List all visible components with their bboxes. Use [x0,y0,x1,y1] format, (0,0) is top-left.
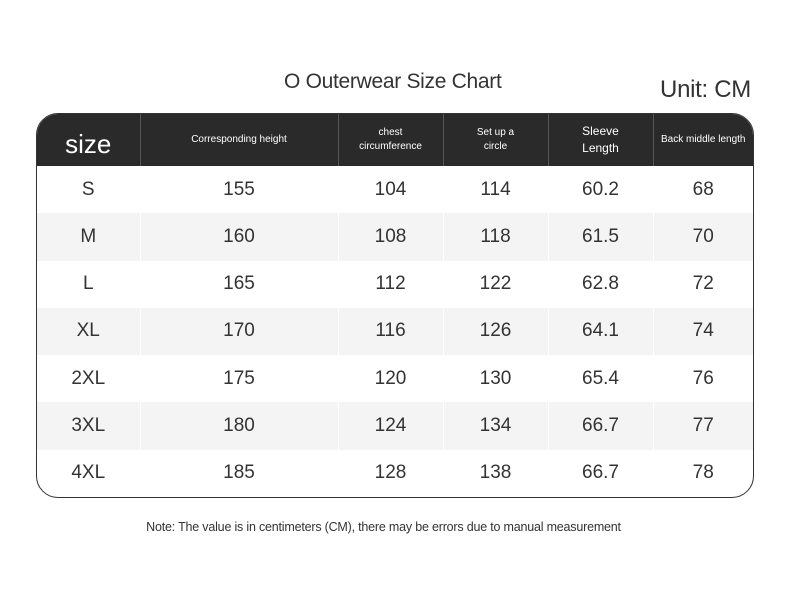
header-chest-line1: chest [378,127,403,138]
header-sleeve-line2: Length [582,141,619,155]
cell-height: 185 [139,449,338,497]
cell-size: XL [37,307,140,356]
cell-sleeve: 65.4 [547,355,653,403]
cell-size: L [82,273,94,295]
cell-height: 165 [139,260,338,308]
table-row: XL 170 116 126 64.1 74 [37,307,753,356]
cell-chest: 120 [337,355,443,403]
cell-chest: 124 [337,402,443,450]
cell-back: 77 [652,402,753,450]
header-setup-line1: Set up a [476,127,515,138]
cell-chest: 104 [337,166,443,214]
header-height: Corresponding height [139,114,338,166]
cell-chest: 108 [337,213,443,261]
size-table-container: size Corresponding height chest circumfe… [36,113,754,498]
size-table: size Corresponding height chest circumfe… [37,114,753,497]
header-sleeve: Sleeve Length [547,114,653,166]
cell-size: 3XL [37,402,140,450]
cell-back: 74 [652,307,753,356]
header-chest: chest circumference [337,114,443,166]
header-size: size [65,129,112,159]
cell-back: 72 [652,260,753,308]
header-setup-line2: circle [483,141,508,152]
table-row: M 160 108 118 61.5 70 [37,213,753,261]
cell-setup: 138 [442,449,548,497]
cell-height: 170 [139,307,338,356]
cell-setup: 122 [442,260,548,308]
cell-back: 70 [652,213,753,261]
table-header-row: size Corresponding height chest circumfe… [37,114,753,166]
cell-setup: 134 [442,402,548,450]
cell-sleeve: 62.8 [547,260,653,308]
cell-setup: 126 [442,307,548,356]
unit-label: Unit: CM [660,76,751,103]
cell-setup: 130 [442,355,548,403]
cell-height: 160 [139,213,338,261]
cell-chest: 112 [337,260,443,308]
cell-size: S [81,178,95,200]
cell-size: 4XL [71,462,106,484]
header-chest-line2: circumference [359,141,422,152]
cell-size: M [37,213,140,261]
table-row: L 165 112 122 62.8 72 [37,260,753,308]
table-row: 3XL 180 124 134 66.7 77 [37,402,753,450]
cell-sleeve: 64.1 [547,307,653,356]
cell-back: 78 [652,449,753,497]
table-row: S 155 104 114 60.2 68 [37,166,753,214]
cell-chest: 116 [337,307,443,356]
table-row: 2XL 175 120 130 65.4 76 [37,355,753,403]
header-sleeve-line1: Sleeve [582,124,619,138]
cell-sleeve: 66.7 [547,402,653,450]
header-setup: Set up a circle [442,114,548,166]
cell-sleeve: 61.5 [547,213,653,261]
footnote: Note: The value is in centimeters (CM), … [146,520,621,534]
cell-setup: 114 [442,166,548,214]
cell-chest: 128 [337,449,443,497]
cell-height: 175 [139,355,338,403]
cell-size: 2XL [71,367,106,389]
chart-title: O Outerwear Size Chart [284,70,502,93]
cell-sleeve: 60.2 [547,166,653,214]
cell-back: 76 [652,355,753,403]
cell-back: 68 [652,166,753,214]
table-row: 4XL 185 128 138 66.7 78 [37,449,753,497]
cell-height: 180 [139,402,338,450]
cell-sleeve: 66.7 [547,449,653,497]
header-back: Back middle length [652,114,753,166]
cell-height: 155 [139,166,338,214]
cell-setup: 118 [442,213,548,261]
